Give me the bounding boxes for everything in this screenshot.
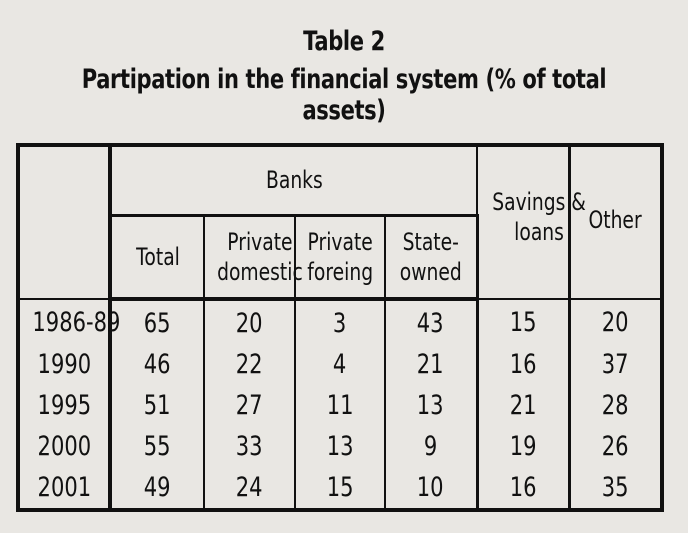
cell-total: 49 [109,467,205,510]
corner-cell [16,144,113,300]
table-row: 2000 55 33 13 9 19 26 [16,426,664,467]
table-subtitle: Partipation in the financial system (% o… [81,64,607,126]
cell-state-owned: 21 [383,344,479,385]
header-other-label: Other [588,206,643,234]
table-row: 1990 46 22 4 21 16 37 [16,344,664,385]
header-total: Total [109,214,205,301]
cell-savings-loans: 15 [476,299,572,344]
cell-private-domestic: 33 [202,426,297,467]
header-banks: Banks [109,144,479,217]
cell-state-owned: 13 [383,385,479,426]
cell-other: 28 [568,385,664,426]
header-private-domestic-line2: domestic [216,257,303,286]
cell-other: 26 [568,426,664,467]
table-title: Table 2 [303,26,385,57]
table-row: 1995 51 27 11 13 21 28 [16,385,664,426]
header-savings-line1: Savings & [491,188,586,216]
cell-total: 46 [109,344,205,385]
header-private-foreign-line2: foreing [307,257,373,286]
header-savings-line2: loans [513,218,564,246]
cell-private-foreign: 11 [294,385,386,426]
cell-period: 1986-89 [16,299,120,344]
header-banks-label: Banks [265,166,323,195]
cell-private-domestic: 27 [202,385,297,426]
cell-private-foreign: 15 [294,467,386,510]
cell-private-domestic: 22 [202,344,297,385]
cell-total: 51 [109,385,205,426]
cell-private-foreign: 3 [294,299,386,344]
cell-total: 65 [109,299,205,344]
header-private-domestic: Private domestic [202,214,303,301]
cell-savings-loans: 21 [476,385,572,426]
cell-period: 1990 [16,344,113,385]
cell-private-foreign: 13 [294,426,386,467]
cell-savings-loans: 19 [476,426,572,467]
cell-other: 37 [568,344,664,385]
cell-other: 20 [568,299,664,344]
cell-period: 2000 [16,426,113,467]
header-state-owned: State- owned [383,214,479,301]
cell-state-owned: 10 [383,467,479,510]
cell-period: 1995 [16,385,113,426]
cell-state-owned: 9 [383,426,479,467]
cell-total: 55 [109,426,205,467]
cell-savings-loans: 16 [476,467,572,510]
financial-system-table: Banks Savings & loans Other Total Privat… [16,143,664,512]
table-row: 1986-89 65 20 3 43 15 20 [16,299,664,344]
header-savings-loans: Savings & loans [476,144,586,300]
cell-private-domestic: 24 [202,467,297,510]
header-state-owned-line1: State- [402,227,459,256]
table-row: 2001 49 24 15 10 16 35 [16,467,664,510]
cell-private-domestic: 20 [202,299,297,344]
cell-private-foreign: 4 [294,344,386,385]
cell-period: 2001 [16,467,113,510]
header-private-foreign: Private foreing [294,214,386,301]
header-other: Other [568,144,664,300]
cell-state-owned: 43 [383,299,479,344]
cell-other: 35 [568,467,664,510]
cell-savings-loans: 16 [476,344,572,385]
header-state-owned-line2: owned [399,257,462,286]
header-private-domestic-line1: Private [227,227,293,256]
header-private-foreign-line1: Private [307,227,373,256]
header-total-label: Total [135,242,180,271]
